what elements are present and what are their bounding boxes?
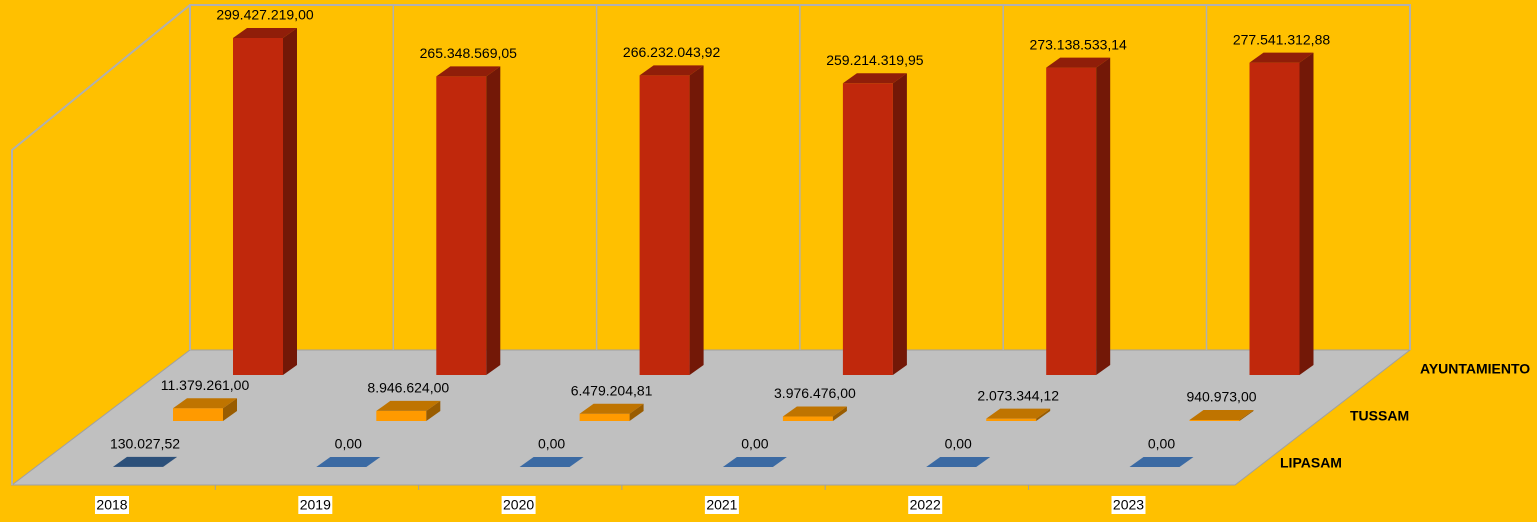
bar-side (892, 73, 907, 375)
bar-top (579, 403, 644, 414)
value-label: 266.232.043,92 (623, 44, 721, 60)
bar-top (782, 406, 847, 417)
value-label: 940.973,00 (1186, 389, 1256, 405)
value-label: 2.073.344,12 (977, 387, 1059, 403)
x-tick-label: 2023 (1113, 497, 1144, 513)
value-label: 0,00 (538, 436, 565, 452)
value-label: 3.976.476,00 (774, 385, 856, 401)
bar-front (842, 83, 893, 375)
bar-top (436, 66, 501, 77)
x-tick-label: 2022 (910, 497, 941, 513)
bar-side (1036, 408, 1051, 421)
bar-side (1096, 57, 1111, 375)
bar-side (1239, 409, 1254, 421)
series-label: AYUNTAMIENTO (1420, 361, 1530, 377)
value-label: 273.138.533,14 (1030, 36, 1128, 52)
value-label: 299.427.219,00 (216, 7, 314, 23)
bar-front (639, 75, 690, 375)
bar-top (1249, 52, 1314, 63)
bar-side (223, 398, 237, 421)
bar-front (436, 76, 487, 375)
x-tick-label: 2020 (503, 497, 534, 513)
bar-top (842, 73, 907, 84)
x-tick-label: 2021 (706, 497, 737, 513)
value-label: 8.946.624,00 (367, 380, 449, 396)
bar-side (163, 456, 177, 467)
x-label-box (298, 496, 333, 514)
x-label-box (704, 496, 739, 514)
bar-top (113, 456, 177, 467)
bar-front (376, 410, 427, 421)
value-label: 265.348.569,05 (420, 45, 518, 61)
bar-side (1299, 52, 1314, 375)
series-label: LIPASAM (1280, 455, 1342, 471)
x-label-box (908, 496, 943, 514)
bar-top (1129, 457, 1194, 467)
x-tick-label: 2018 (96, 497, 127, 513)
bar-top (926, 457, 991, 467)
value-label: 259.214.319,95 (826, 52, 924, 68)
bar-front (986, 418, 1037, 421)
bar-front (1046, 67, 1097, 375)
bar-front (1249, 62, 1300, 375)
x-tick-label: 2019 (300, 497, 331, 513)
bar-top (1189, 409, 1254, 420)
bar-side (689, 65, 704, 375)
bar-front (233, 38, 283, 375)
bar-top (519, 457, 584, 467)
bar-front (782, 416, 833, 421)
value-label: 6.479.204,81 (571, 382, 653, 398)
bar-side (832, 406, 847, 421)
x-label-box (95, 496, 129, 514)
bar-side (629, 403, 644, 421)
value-label: 11.379.261,00 (161, 377, 250, 393)
bar-top (173, 398, 237, 409)
bar-top (639, 65, 704, 76)
x-label-box (1111, 496, 1146, 514)
bar-top (316, 457, 381, 467)
bar-top (233, 28, 297, 38)
bar-side (426, 400, 441, 421)
x-label-box (501, 496, 536, 514)
bar-front (173, 408, 223, 421)
bar-front (579, 413, 630, 421)
value-label: 0,00 (335, 436, 362, 452)
bar-top (722, 457, 787, 467)
series-label: TUSSAM (1350, 408, 1409, 424)
value-label: 277.541.312,88 (1233, 31, 1331, 47)
bar-top (376, 400, 441, 411)
bar-front (1189, 419, 1240, 421)
side-wall (11, 4, 191, 485)
value-label: 0,00 (1148, 436, 1175, 452)
bar-side (283, 28, 297, 375)
bar-top (986, 408, 1051, 419)
bar-top (1046, 57, 1111, 68)
value-label: 130.027,52 (110, 436, 180, 452)
value-label: 0,00 (945, 436, 972, 452)
value-label: 0,00 (741, 436, 768, 452)
bar-side (486, 66, 501, 375)
